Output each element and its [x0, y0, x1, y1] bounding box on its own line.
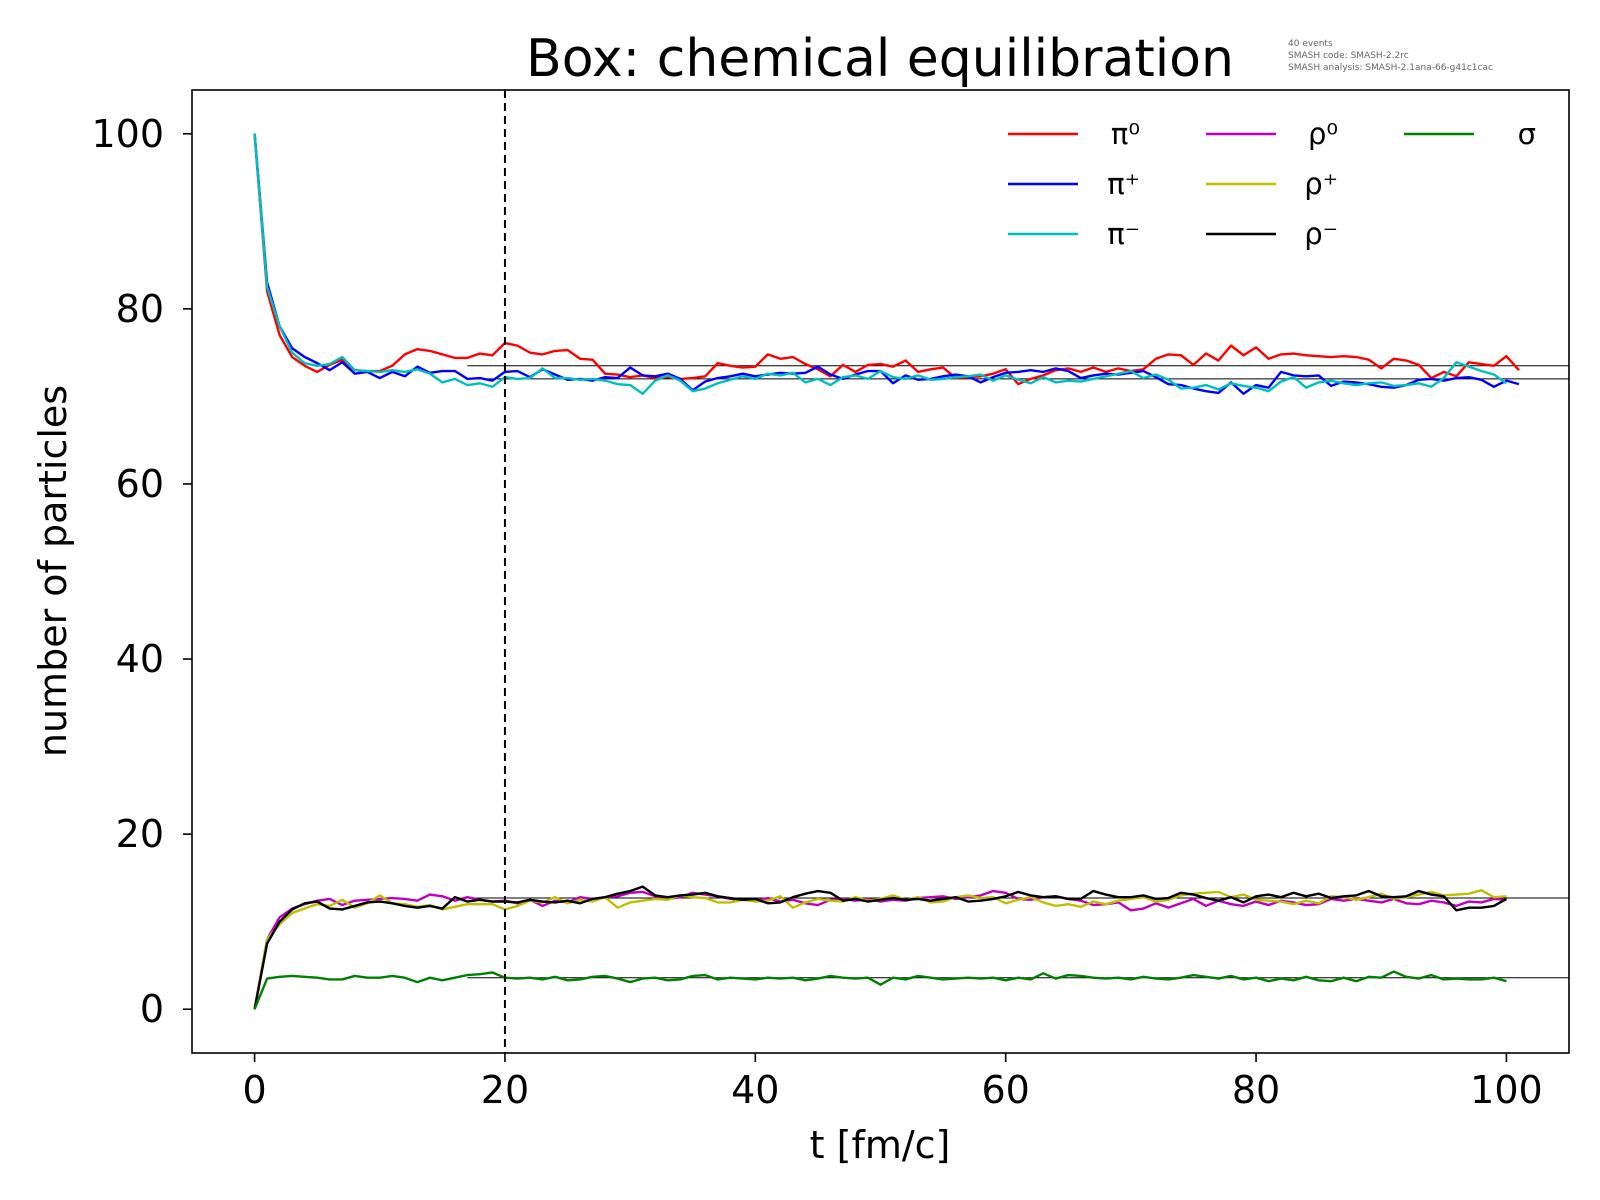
x-tick-label: 80	[1232, 1068, 1280, 1112]
x-tick-label: 40	[731, 1068, 779, 1112]
legend-label: σ	[1518, 117, 1536, 151]
x-tick-label: 100	[1470, 1068, 1543, 1112]
chart-title: Box: chemical equilibration	[526, 29, 1234, 89]
series-line-6	[253, 970, 1507, 1010]
plot-area	[253, 90, 1569, 1053]
legend: π⁰ π⁺ π⁻ ρ⁰ ρ⁺ ρ⁻ σ	[1008, 117, 1536, 251]
x-tick-label: 60	[982, 1068, 1030, 1112]
axes-ticks: 0 20 40 60 80 100 0 20 40 60 80 100	[91, 112, 1542, 1112]
series-line-0	[253, 133, 1520, 386]
x-tick-label: 0	[242, 1068, 266, 1112]
series-line-1	[253, 133, 1520, 395]
annotation-line: SMASH analysis: SMASH-2.1ana-66-g41c1cac	[1288, 63, 1493, 73]
series-line-5	[253, 885, 1507, 1010]
legend-label: π⁺	[1107, 167, 1140, 201]
legend-label: π⁻	[1107, 217, 1140, 251]
annotation: 40 events SMASH code: SMASH-2.2rc SMASH …	[1288, 39, 1493, 73]
x-tick-label: 20	[481, 1068, 529, 1112]
y-tick-label: 60	[116, 462, 164, 506]
y-tick-label: 100	[91, 112, 164, 156]
series-line-2	[253, 133, 1508, 395]
y-tick-label: 80	[116, 287, 164, 331]
plot-frame	[191, 89, 1570, 1054]
annotation-line: 40 events	[1288, 39, 1333, 49]
legend-label: ρ⁰	[1308, 117, 1338, 151]
legend-label: ρ⁻	[1304, 217, 1338, 251]
y-axis-label: number of particles	[31, 385, 75, 757]
y-tick-label: 20	[116, 812, 164, 856]
annotation-line: SMASH code: SMASH-2.2rc	[1288, 51, 1409, 61]
y-tick-label: 0	[140, 987, 164, 1031]
legend-label: π⁰	[1111, 117, 1140, 151]
x-axis-label: t [fm/c]	[810, 1123, 951, 1167]
legend-label: ρ⁺	[1304, 167, 1338, 201]
y-tick-label: 40	[116, 637, 164, 681]
